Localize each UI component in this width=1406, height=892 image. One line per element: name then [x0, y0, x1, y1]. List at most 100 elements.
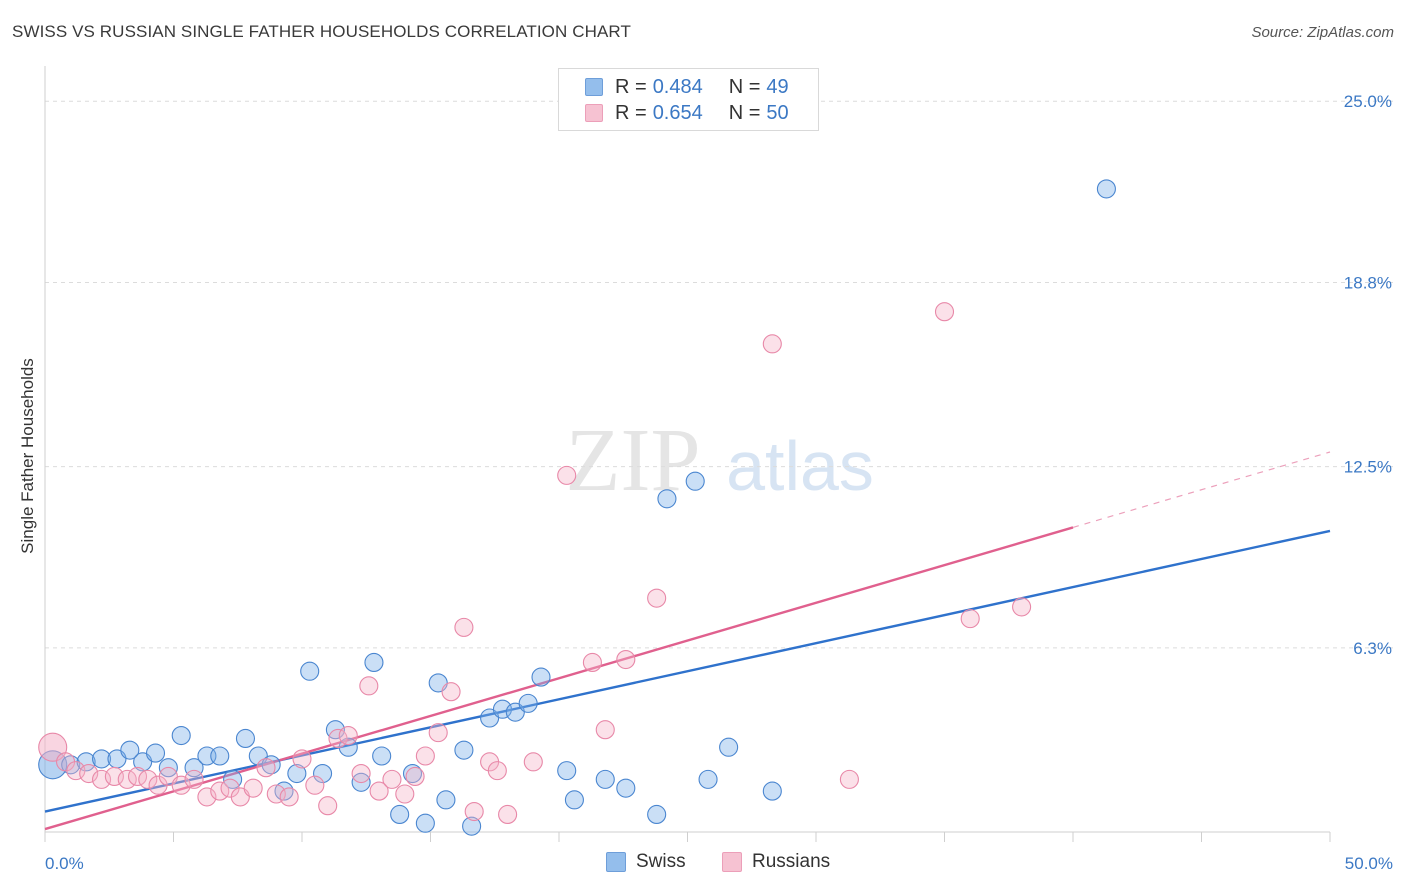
chart-title: SWISS VS RUSSIAN SINGLE FATHER HOUSEHOLD…: [12, 22, 631, 41]
swiss-point: [616, 778, 636, 798]
bottom-legend-swiss: Swiss: [606, 851, 686, 873]
russians-point: [523, 752, 543, 772]
swiss-point: [531, 667, 551, 687]
legend-n-label: N =: [728, 101, 761, 124]
russians-point: [557, 465, 577, 485]
legend-n-value: 50: [766, 101, 789, 124]
swiss-trend-line: [44, 529, 1331, 813]
bottom-legend-swatch-swiss: [606, 852, 626, 872]
russians-point: [171, 775, 191, 795]
legend-row-swiss: R = 0.484 N = 49: [585, 74, 789, 100]
russians-point: [498, 804, 518, 825]
russians-point: [934, 302, 955, 322]
swiss-point: [364, 652, 384, 673]
russians-point: [405, 766, 425, 787]
russians-trend-extension: [1072, 451, 1331, 528]
swiss-point: [564, 790, 584, 810]
russians-point: [382, 769, 402, 789]
russians-point: [338, 725, 358, 746]
axes: [44, 66, 1331, 842]
swiss-point: [120, 740, 140, 760]
legend: R = 0.484 N = 49 R = 0.654 N = 50: [558, 68, 819, 131]
russians-point: [762, 334, 782, 354]
russians-point: [369, 781, 389, 801]
legend-swatch-russians: [585, 104, 603, 122]
source-credit: Source: ZipAtlas.com: [1251, 24, 1394, 41]
russians-point: [351, 763, 371, 784]
russians-point: [960, 609, 980, 629]
y-tick-label: 18.8%: [1344, 273, 1392, 292]
data-points: [38, 179, 1116, 836]
swiss-point: [300, 661, 320, 681]
russians-point: [464, 801, 484, 822]
watermark-atlas: atlas: [726, 427, 874, 505]
swiss-point: [762, 781, 782, 801]
swiss-point: [518, 693, 538, 713]
legend-r-label: R =: [615, 101, 647, 124]
russians-point: [79, 763, 99, 784]
watermark-zip: ZIP: [566, 411, 701, 510]
swiss-point: [372, 746, 392, 766]
bottom-legend: Swiss Russians: [0, 851, 1406, 877]
swiss-point: [261, 755, 281, 775]
x-tick-label-max: 50.0%: [1345, 854, 1393, 873]
swiss-point: [595, 769, 615, 789]
bottom-legend-label-swiss: Swiss: [636, 851, 686, 872]
swiss-point: [557, 761, 577, 781]
swiss-point: [390, 804, 410, 825]
swiss-point: [402, 763, 423, 784]
swiss-point: [61, 755, 81, 775]
legend-row-russians: R = 0.654 N = 50: [585, 100, 789, 126]
y-tick-label: 6.3%: [1353, 639, 1392, 658]
russians-point: [318, 796, 338, 816]
legend-swatch-swiss: [585, 78, 603, 96]
swiss-point: [274, 781, 294, 801]
russians-point: [839, 769, 859, 789]
swiss-point: [436, 790, 456, 810]
russians-point: [647, 588, 667, 608]
swiss-point: [454, 740, 474, 760]
swiss-point: [210, 746, 230, 766]
swiss-point: [647, 804, 667, 825]
y-tick-label: 12.5%: [1344, 458, 1392, 477]
russians-point: [428, 723, 448, 743]
swiss-point: [145, 743, 166, 763]
russians-point: [184, 769, 204, 789]
swiss-point: [313, 763, 333, 784]
legend-r-label: R =: [615, 75, 647, 98]
swiss-point: [171, 725, 191, 746]
swiss-point: [91, 749, 112, 769]
russians-point: [395, 784, 415, 804]
swiss-point: [287, 763, 307, 784]
bottom-legend-label-russians: Russians: [752, 851, 831, 872]
bottom-legend-swatch-russians: [722, 852, 742, 872]
legend-n-label: N =: [728, 75, 761, 98]
russians-point: [305, 775, 325, 795]
russians-trend-line: [44, 526, 1074, 831]
y-tick-label: 25.0%: [1344, 92, 1392, 111]
russians-point: [38, 732, 68, 762]
swiss-point: [719, 737, 739, 757]
legend-r-value: 0.484: [652, 75, 703, 98]
legend-n-value: 49: [766, 75, 789, 98]
russians-point: [582, 652, 602, 673]
swiss-point: [698, 769, 718, 789]
russians-point: [243, 778, 263, 798]
russians-point: [256, 758, 276, 778]
russians-point: [415, 746, 435, 766]
russians-point: [279, 787, 299, 807]
russians-point: [138, 769, 158, 789]
russians-point: [595, 720, 615, 740]
swiss-point: [462, 816, 482, 836]
russians-point: [441, 682, 461, 702]
swiss-point: [415, 813, 435, 833]
swiss-point: [657, 489, 677, 509]
swiss-point: [685, 471, 705, 491]
russians-point: [454, 617, 474, 637]
russians-point: [487, 761, 507, 781]
russians-point: [197, 787, 217, 807]
x-tick-label-min: 0.0%: [45, 854, 84, 873]
tick-labels: 6.3% 12.5% 18.8% 25.0% 0.0% 50.0%: [45, 92, 1393, 873]
